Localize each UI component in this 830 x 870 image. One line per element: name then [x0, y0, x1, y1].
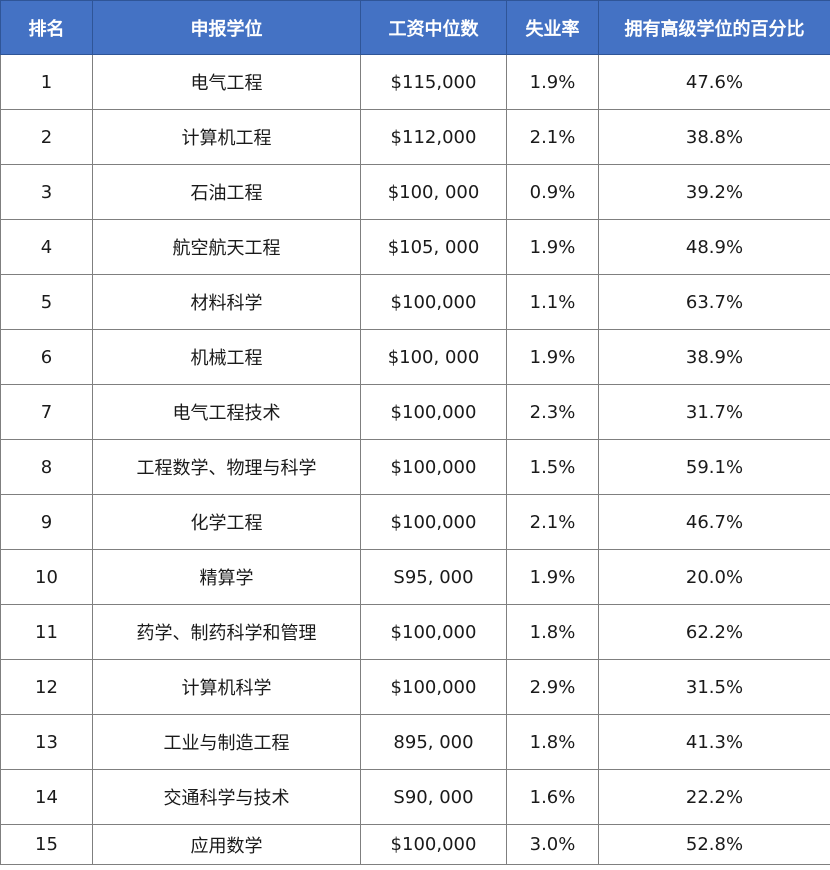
major-cell: 药学、制药科学和管理 — [92, 604, 361, 660]
unemployment-rate-cell: 1.9% — [506, 54, 599, 110]
rank-cell: 6 — [0, 329, 93, 385]
major-cell: 电气工程 — [92, 54, 361, 110]
table-row: 10 精算学 S95, 000 1.9% 20.0% — [0, 549, 830, 605]
major-cell: 材料科学 — [92, 274, 361, 330]
median-salary-cell: $100,000 — [360, 659, 507, 715]
major-cell: 航空航天工程 — [92, 219, 361, 275]
advanced-degree-cell: 20.0% — [598, 549, 830, 605]
table-row: 8 工程数学、物理与科学 $100,000 1.5% 59.1% — [0, 439, 830, 495]
rank-cell: 2 — [0, 109, 93, 165]
table-row: 13 工业与制造工程 895, 000 1.8% 41.3% — [0, 714, 830, 770]
rank-cell: 8 — [0, 439, 93, 495]
table-row: 5 材料科学 $100,000 1.1% 63.7% — [0, 274, 830, 330]
unemployment-rate-cell: 1.9% — [506, 219, 599, 275]
unemployment-rate-cell: 1.9% — [506, 549, 599, 605]
major-cell: 计算机工程 — [92, 109, 361, 165]
major-cell: 工程数学、物理与科学 — [92, 439, 361, 495]
rank-cell: 10 — [0, 549, 93, 605]
median-salary-cell: $100,000 — [360, 384, 507, 440]
rank-cell: 9 — [0, 494, 93, 550]
advanced-degree-cell: 39.2% — [598, 164, 830, 220]
table-row: 14 交通科学与技术 S90, 000 1.6% 22.2% — [0, 769, 830, 825]
median-salary-cell: 895, 000 — [360, 714, 507, 770]
unemployment-rate-cell: 3.0% — [506, 824, 599, 865]
header-row: 排名 申报学位 工资中位数 失业率 拥有高级学位的百分比 — [0, 0, 830, 55]
advanced-degree-cell: 52.8% — [598, 824, 830, 865]
unemployment-rate-cell: 1.8% — [506, 714, 599, 770]
table-row: 15 应用数学 $100,000 3.0% 52.8% — [0, 824, 830, 865]
rank-cell: 11 — [0, 604, 93, 660]
major-cell: 交通科学与技术 — [92, 769, 361, 825]
advanced-degree-cell: 62.2% — [598, 604, 830, 660]
unemployment-rate-cell: 1.5% — [506, 439, 599, 495]
header-major: 申报学位 — [92, 0, 361, 55]
table-row: 1 电气工程 $115,000 1.9% 47.6% — [0, 54, 830, 110]
advanced-degree-cell: 31.5% — [598, 659, 830, 715]
median-salary-cell: $112,000 — [360, 109, 507, 165]
advanced-degree-cell: 46.7% — [598, 494, 830, 550]
header-median-salary: 工资中位数 — [360, 0, 507, 55]
unemployment-rate-cell: 1.6% — [506, 769, 599, 825]
rank-cell: 1 — [0, 54, 93, 110]
table-row: 3 石油工程 $100, 000 0.9% 39.2% — [0, 164, 830, 220]
median-salary-cell: $100, 000 — [360, 329, 507, 385]
table-body: 1 电气工程 $115,000 1.9% 47.6% 2 计算机工程 $112,000 2.1%… — [0, 54, 830, 865]
header-rank: 排名 — [0, 0, 93, 55]
rank-cell: 15 — [0, 824, 93, 865]
header-unemployment-rate: 失业率 — [506, 0, 599, 55]
rank-cell: 12 — [0, 659, 93, 715]
unemployment-rate-cell: 2.3% — [506, 384, 599, 440]
advanced-degree-cell: 22.2% — [598, 769, 830, 825]
advanced-degree-cell: 63.7% — [598, 274, 830, 330]
median-salary-cell: $100, 000 — [360, 164, 507, 220]
rank-cell: 5 — [0, 274, 93, 330]
major-cell: 化学工程 — [92, 494, 361, 550]
table-row: 2 计算机工程 $112,000 2.1% 38.8% — [0, 109, 830, 165]
advanced-degree-cell: 48.9% — [598, 219, 830, 275]
advanced-degree-cell: 47.6% — [598, 54, 830, 110]
major-cell: 精算学 — [92, 549, 361, 605]
median-salary-cell: S95, 000 — [360, 549, 507, 605]
table-row: 6 机械工程 $100, 000 1.9% 38.9% — [0, 329, 830, 385]
median-salary-cell: $115,000 — [360, 54, 507, 110]
table-row: 12 计算机科学 $100,000 2.9% 31.5% — [0, 659, 830, 715]
median-salary-cell: $105, 000 — [360, 219, 507, 275]
major-cell: 石油工程 — [92, 164, 361, 220]
rank-cell: 13 — [0, 714, 93, 770]
median-salary-cell: $100,000 — [360, 824, 507, 865]
median-salary-cell: $100,000 — [360, 604, 507, 660]
advanced-degree-cell: 41.3% — [598, 714, 830, 770]
table-row: 7 电气工程技术 $100,000 2.3% 31.7% — [0, 384, 830, 440]
median-salary-cell: $100,000 — [360, 274, 507, 330]
major-cell: 电气工程技术 — [92, 384, 361, 440]
rank-cell: 14 — [0, 769, 93, 825]
unemployment-rate-cell: 0.9% — [506, 164, 599, 220]
major-cell: 应用数学 — [92, 824, 361, 865]
table-header: 排名 申报学位 工资中位数 失业率 拥有高级学位的百分比 — [0, 0, 830, 55]
median-salary-cell: $100,000 — [360, 439, 507, 495]
unemployment-rate-cell: 2.1% — [506, 494, 599, 550]
unemployment-rate-cell: 2.1% — [506, 109, 599, 165]
major-cell: 计算机科学 — [92, 659, 361, 715]
median-salary-cell: $100,000 — [360, 494, 507, 550]
advanced-degree-cell: 31.7% — [598, 384, 830, 440]
major-cell: 工业与制造工程 — [92, 714, 361, 770]
rank-cell: 3 — [0, 164, 93, 220]
unemployment-rate-cell: 1.8% — [506, 604, 599, 660]
unemployment-rate-cell: 2.9% — [506, 659, 599, 715]
median-salary-cell: S90, 000 — [360, 769, 507, 825]
major-cell: 机械工程 — [92, 329, 361, 385]
table-row: 9 化学工程 $100,000 2.1% 46.7% — [0, 494, 830, 550]
rank-cell: 4 — [0, 219, 93, 275]
table-row: 4 航空航天工程 $105, 000 1.9% 48.9% — [0, 219, 830, 275]
table-row: 11 药学、制药科学和管理 $100,000 1.8% 62.2% — [0, 604, 830, 660]
advanced-degree-cell: 38.8% — [598, 109, 830, 165]
header-advanced-degree-percent: 拥有高级学位的百分比 — [598, 0, 830, 55]
advanced-degree-cell: 38.9% — [598, 329, 830, 385]
rank-cell: 7 — [0, 384, 93, 440]
unemployment-rate-cell: 1.1% — [506, 274, 599, 330]
unemployment-rate-cell: 1.9% — [506, 329, 599, 385]
advanced-degree-cell: 59.1% — [598, 439, 830, 495]
